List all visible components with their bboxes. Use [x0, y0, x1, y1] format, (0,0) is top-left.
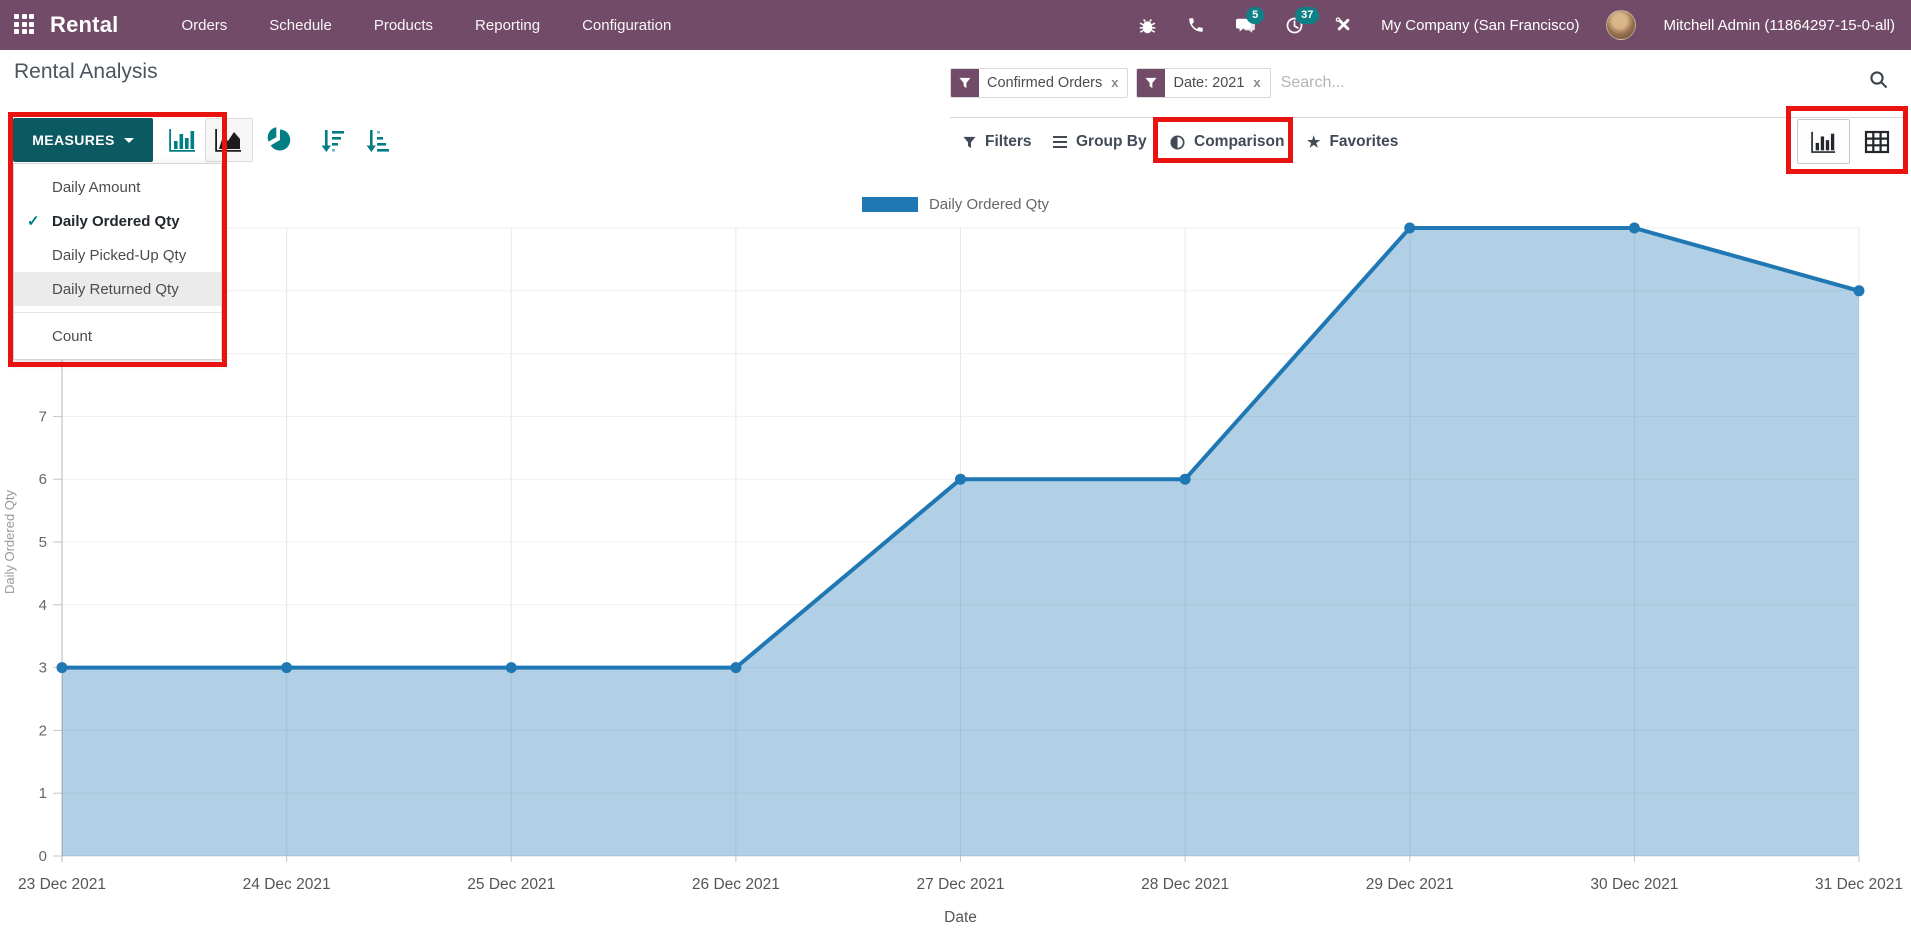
x-axis-title: Date [944, 909, 977, 926]
comparison-button[interactable]: Comparison [1170, 128, 1284, 156]
funnel-icon [963, 136, 976, 148]
y-tick-label: 0 [39, 848, 47, 865]
bar-chart-icon [1810, 131, 1835, 153]
area-fill [62, 228, 1859, 856]
sort-ascending-icon[interactable] [357, 118, 399, 162]
y-tick-label: 1 [39, 785, 47, 802]
measure-option-count[interactable]: Count [52, 327, 93, 345]
data-point[interactable] [1628, 222, 1640, 234]
measures-button[interactable]: MEASURES [13, 118, 153, 162]
chevron-down-icon [123, 137, 134, 143]
facet-label: Date: 2021 [1173, 74, 1245, 91]
search-facet[interactable]: Confirmed Orders x [950, 67, 1129, 98]
data-point[interactable] [281, 662, 293, 674]
app-name[interactable]: Rental [50, 12, 119, 37]
messages-badge: 5 [1246, 7, 1265, 24]
menu-divider [14, 312, 221, 313]
measure-option[interactable]: ✓ Daily Ordered Qty [27, 212, 180, 231]
bars-icon [1053, 136, 1067, 148]
data-point[interactable] [505, 662, 517, 674]
facet-label: Confirmed Orders [987, 74, 1103, 91]
x-tick-label: 31 Dec 2021 [1815, 876, 1903, 893]
apps-grid-icon[interactable] [14, 14, 36, 36]
pie-chart-view-icon[interactable] [256, 118, 301, 162]
search-facets: Confirmed Orders x Date: 2021 x [950, 67, 1271, 98]
table-grid-icon [1864, 130, 1890, 154]
line-area-chart-view-icon[interactable] [205, 118, 253, 162]
filter-funnel-icon [951, 68, 979, 97]
search-facet[interactable]: Date: 2021 x [1136, 67, 1271, 98]
measure-option[interactable]: Daily Amount [52, 178, 141, 196]
search-bar: Confirmed Orders x Date: 2021 x [950, 58, 1903, 118]
pivot-view-switch-button[interactable] [1856, 124, 1898, 160]
menu-item-schedule[interactable]: Schedule [269, 16, 332, 34]
graph-view-switch-button[interactable] [1797, 119, 1850, 164]
facet-remove-icon[interactable]: x [1111, 75, 1119, 90]
data-point[interactable] [955, 473, 966, 485]
top-navbar: Rental Orders Schedule Products Reporting Co… [0, 0, 1911, 50]
bar-chart-view-icon[interactable] [160, 118, 205, 162]
data-point[interactable] [1179, 473, 1191, 485]
messages-icon[interactable]: 5 [1234, 7, 1265, 36]
menu-item-products[interactable]: Products [373, 16, 434, 34]
measure-option[interactable]: Daily Picked-Up Qty [52, 246, 187, 264]
measure-option[interactable]: Daily Returned Qty [14, 272, 221, 306]
filters-button[interactable]: Filters [963, 128, 1032, 156]
filter-funnel-icon [1137, 68, 1166, 97]
search-input[interactable] [1278, 72, 1861, 93]
menu-item-orders[interactable]: Orders [181, 16, 228, 34]
group-by-button[interactable]: Group By [1053, 128, 1147, 156]
y-tick-label: 5 [39, 534, 47, 551]
legend-swatch [861, 197, 918, 212]
y-tick-label: 2 [39, 722, 47, 739]
y-tick-label: 6 [39, 471, 47, 488]
x-tick-label: 23 Dec 2021 [18, 876, 106, 893]
page-title: Rental Analysis [14, 60, 158, 83]
x-tick-label: 24 Dec 2021 [243, 876, 331, 893]
phone-icon[interactable] [1185, 14, 1207, 36]
activities-badge: 37 [1295, 7, 1320, 24]
half-circle-adjust-icon [1170, 134, 1185, 150]
measures-dropdown-menu: Daily Amount ✓ Daily Ordered Qty Daily Pick… [13, 163, 222, 360]
x-tick-label: 27 Dec 2021 [917, 876, 1005, 893]
sort-descending-icon[interactable] [312, 118, 354, 162]
facet-remove-icon[interactable]: x [1253, 75, 1261, 90]
check-icon: ✓ [27, 213, 40, 230]
x-tick-label: 26 Dec 2021 [692, 876, 780, 893]
menu-item-configuration[interactable]: Configuration [582, 16, 672, 34]
data-point[interactable] [56, 662, 68, 674]
tools-icon[interactable] [1332, 14, 1354, 36]
y-tick-label: 4 [39, 597, 47, 614]
data-point[interactable] [1404, 222, 1416, 234]
menu-item-reporting[interactable]: Reporting [475, 16, 541, 34]
top-menu: Orders Schedule Products Reporting Configura… [160, 0, 692, 50]
user-menu[interactable]: Mitchell Admin (11864297-15-0-all) [1663, 16, 1895, 34]
y-tick-label: 7 [39, 408, 47, 425]
debug-bug-icon[interactable] [1136, 14, 1158, 36]
y-tick-label: 3 [39, 660, 47, 677]
chart-legend[interactable]: Daily Ordered Qty [0, 196, 1911, 213]
user-avatar[interactable] [1606, 10, 1637, 40]
data-point[interactable] [1853, 285, 1865, 297]
star-icon: ★ [1307, 134, 1321, 151]
activities-clock-icon[interactable]: 37 [1283, 7, 1320, 36]
x-tick-label: 28 Dec 2021 [1141, 876, 1229, 893]
navbar-right: 5 37 My Company (San Francisco) Mitchell… [1136, 7, 1895, 40]
x-tick-label: 30 Dec 2021 [1590, 876, 1678, 893]
favorites-button[interactable]: ★ Favorites [1307, 133, 1399, 151]
search-icon[interactable] [1869, 70, 1903, 95]
x-tick-label: 25 Dec 2021 [467, 876, 555, 893]
legend-label: Daily Ordered Qty [928, 196, 1050, 213]
x-tick-label: 29 Dec 2021 [1366, 876, 1454, 893]
company-selector[interactable]: My Company (San Francisco) [1381, 16, 1580, 34]
y-axis-title: Daily Ordered Qty [2, 489, 17, 594]
data-point[interactable] [730, 662, 742, 674]
